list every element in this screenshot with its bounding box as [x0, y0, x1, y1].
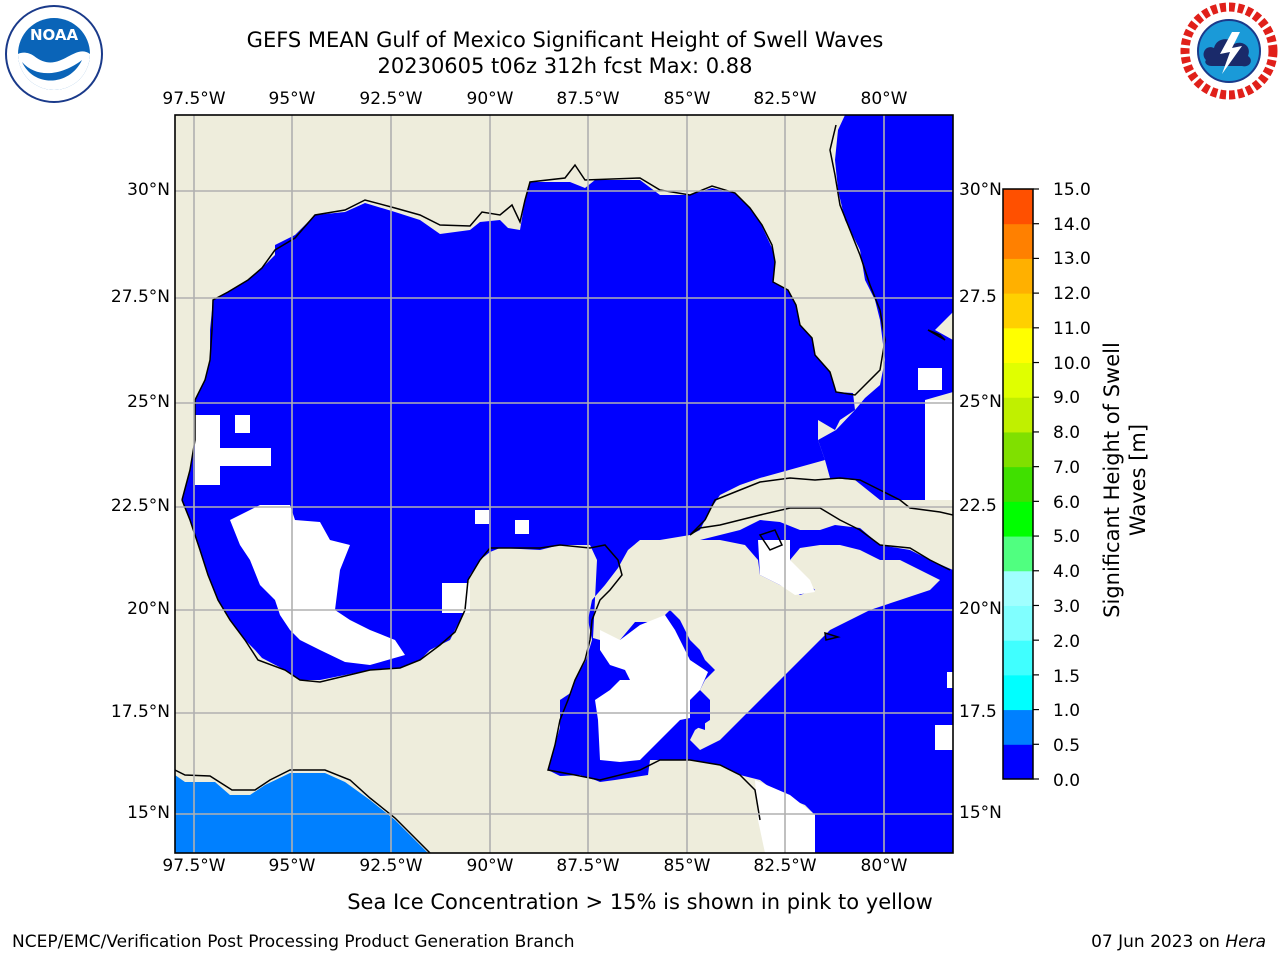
coastlines: [175, 124, 953, 853]
colorbar-tick-label: 1.0: [1053, 701, 1081, 721]
colorbar-tick-label: 4.0: [1053, 562, 1081, 582]
colorbar-tick-label: 6.0: [1053, 493, 1081, 513]
pacific-swell-field: [175, 773, 428, 853]
lon-label-top: 80°W: [860, 89, 908, 109]
lon-label-top: 87.5°W: [556, 89, 620, 109]
sea-ice-caption: Sea Ice Concentration > 15% is shown in …: [347, 890, 933, 914]
footer-machine: Hera: [1225, 932, 1266, 952]
lon-label-bottom: 87.5°W: [556, 856, 620, 876]
nws-logo: [1180, 2, 1278, 100]
colorbar-segment: [1003, 327, 1033, 364]
colorbar: [1002, 188, 1039, 780]
colorbar-segment: [1003, 709, 1033, 745]
colorbar-tick-label: 0.5: [1053, 736, 1081, 756]
colorbar-tick-label: 15.0: [1053, 180, 1091, 200]
colorbar-segment: [1003, 431, 1033, 468]
gridlines: [175, 115, 953, 853]
colorbar-title: Significant Height of Swell Waves [m]: [1100, 342, 1150, 618]
lon-label-top: 92.5°W: [359, 89, 423, 109]
footer-date: 07 Jun 2023 on Hera: [1091, 932, 1266, 952]
colorbar-segment: [1003, 362, 1033, 398]
lon-label-bottom: 80°W: [860, 856, 908, 876]
colorbar-segment: [1003, 466, 1033, 502]
colorbar-segment: [1003, 501, 1033, 537]
lon-label-top: 90°W: [466, 89, 514, 109]
lon-label-bottom: 85°W: [663, 856, 711, 876]
lon-label-bottom: 90°W: [466, 856, 514, 876]
colorbar-tick-label: 9.0: [1053, 388, 1081, 408]
lon-label-top: 95°W: [268, 89, 316, 109]
lon-label-top: 85°W: [663, 89, 711, 109]
colorbar-segment: [1003, 223, 1033, 259]
lat-label-left: 20°N: [127, 599, 170, 619]
colorbar-segment: [1003, 744, 1033, 780]
colorbar-segment: [1003, 640, 1033, 676]
lat-label-right: 22.5: [959, 496, 997, 516]
footer-date-text: 07 Jun 2023 on: [1091, 932, 1226, 952]
no-data-patches: [195, 368, 953, 853]
footer-branch: NCEP/EMC/Verification Post Processing Pr…: [12, 932, 575, 952]
chart-title: GEFS MEAN Gulf of Mexico Significant Hei…: [246, 28, 884, 52]
colorbar-tick-label: 13.0: [1053, 249, 1091, 269]
lat-label-left: 22.5°N: [110, 496, 170, 516]
lat-label-left: 27.5°N: [110, 287, 170, 307]
colorbar-tick-label: 8.0: [1053, 423, 1081, 443]
lat-label-right: 27.5: [959, 287, 997, 307]
lon-label-bottom: 92.5°W: [359, 856, 423, 876]
colorbar-segment: [1003, 258, 1033, 294]
colorbar-segment: [1003, 674, 1033, 711]
map-frame: [174, 114, 954, 854]
lat-label-right: 30°N: [959, 180, 1002, 200]
colorbar-segment: [1003, 605, 1033, 641]
colorbar-tick-label: 14.0: [1053, 215, 1091, 235]
lat-label-right: 15°N: [959, 803, 1002, 823]
caribbean-swell-field: [560, 520, 953, 853]
lon-label-top: 82.5°W: [753, 89, 817, 109]
colorbar-tick-label: 5.0: [1053, 527, 1081, 547]
colorbar-tick-label: 10.0: [1053, 354, 1091, 374]
lon-label-bottom: 82.5°W: [753, 856, 817, 876]
lat-label-left: 25°N: [127, 392, 170, 412]
lat-label-left: 17.5°N: [110, 702, 170, 722]
lat-label-right: 20°N: [959, 599, 1002, 619]
noaa-logo-text: NOAA: [30, 26, 79, 44]
colorbar-tick-label: 12.0: [1053, 284, 1091, 304]
noaa-logo: NOAA: [4, 4, 104, 104]
colorbar-title-wrap: Significant Height of Swell Waves [m]: [1070, 342, 1180, 618]
lat-label-left: 15°N: [127, 803, 170, 823]
chart-subtitle: 20230605 t06z 312h fcst Max: 0.88: [377, 54, 753, 78]
lat-label-right: 25°N: [959, 392, 1002, 412]
colorbar-tick-label: 1.5: [1053, 667, 1081, 687]
colorbar-segment: [1003, 536, 1033, 572]
colorbar-segment: [1003, 293, 1033, 329]
lat-label-right: 17.5: [959, 702, 997, 722]
colorbar-tick-label: 0.0: [1053, 771, 1081, 791]
colorbar-segment: [1003, 189, 1033, 225]
colorbar-tick-label: 3.0: [1053, 597, 1081, 617]
lon-label-top: 97.5°W: [162, 89, 226, 109]
colorbar-tick-label: 7.0: [1053, 458, 1081, 478]
colorbar-segment: [1003, 570, 1033, 606]
colorbar-tick-label: 2.0: [1053, 632, 1081, 652]
lon-label-bottom: 95°W: [268, 856, 316, 876]
lat-label-left: 30°N: [127, 180, 170, 200]
lon-label-bottom: 97.5°W: [162, 856, 226, 876]
colorbar-segment: [1003, 397, 1033, 433]
colorbar-tick-label: 11.0: [1053, 319, 1091, 339]
